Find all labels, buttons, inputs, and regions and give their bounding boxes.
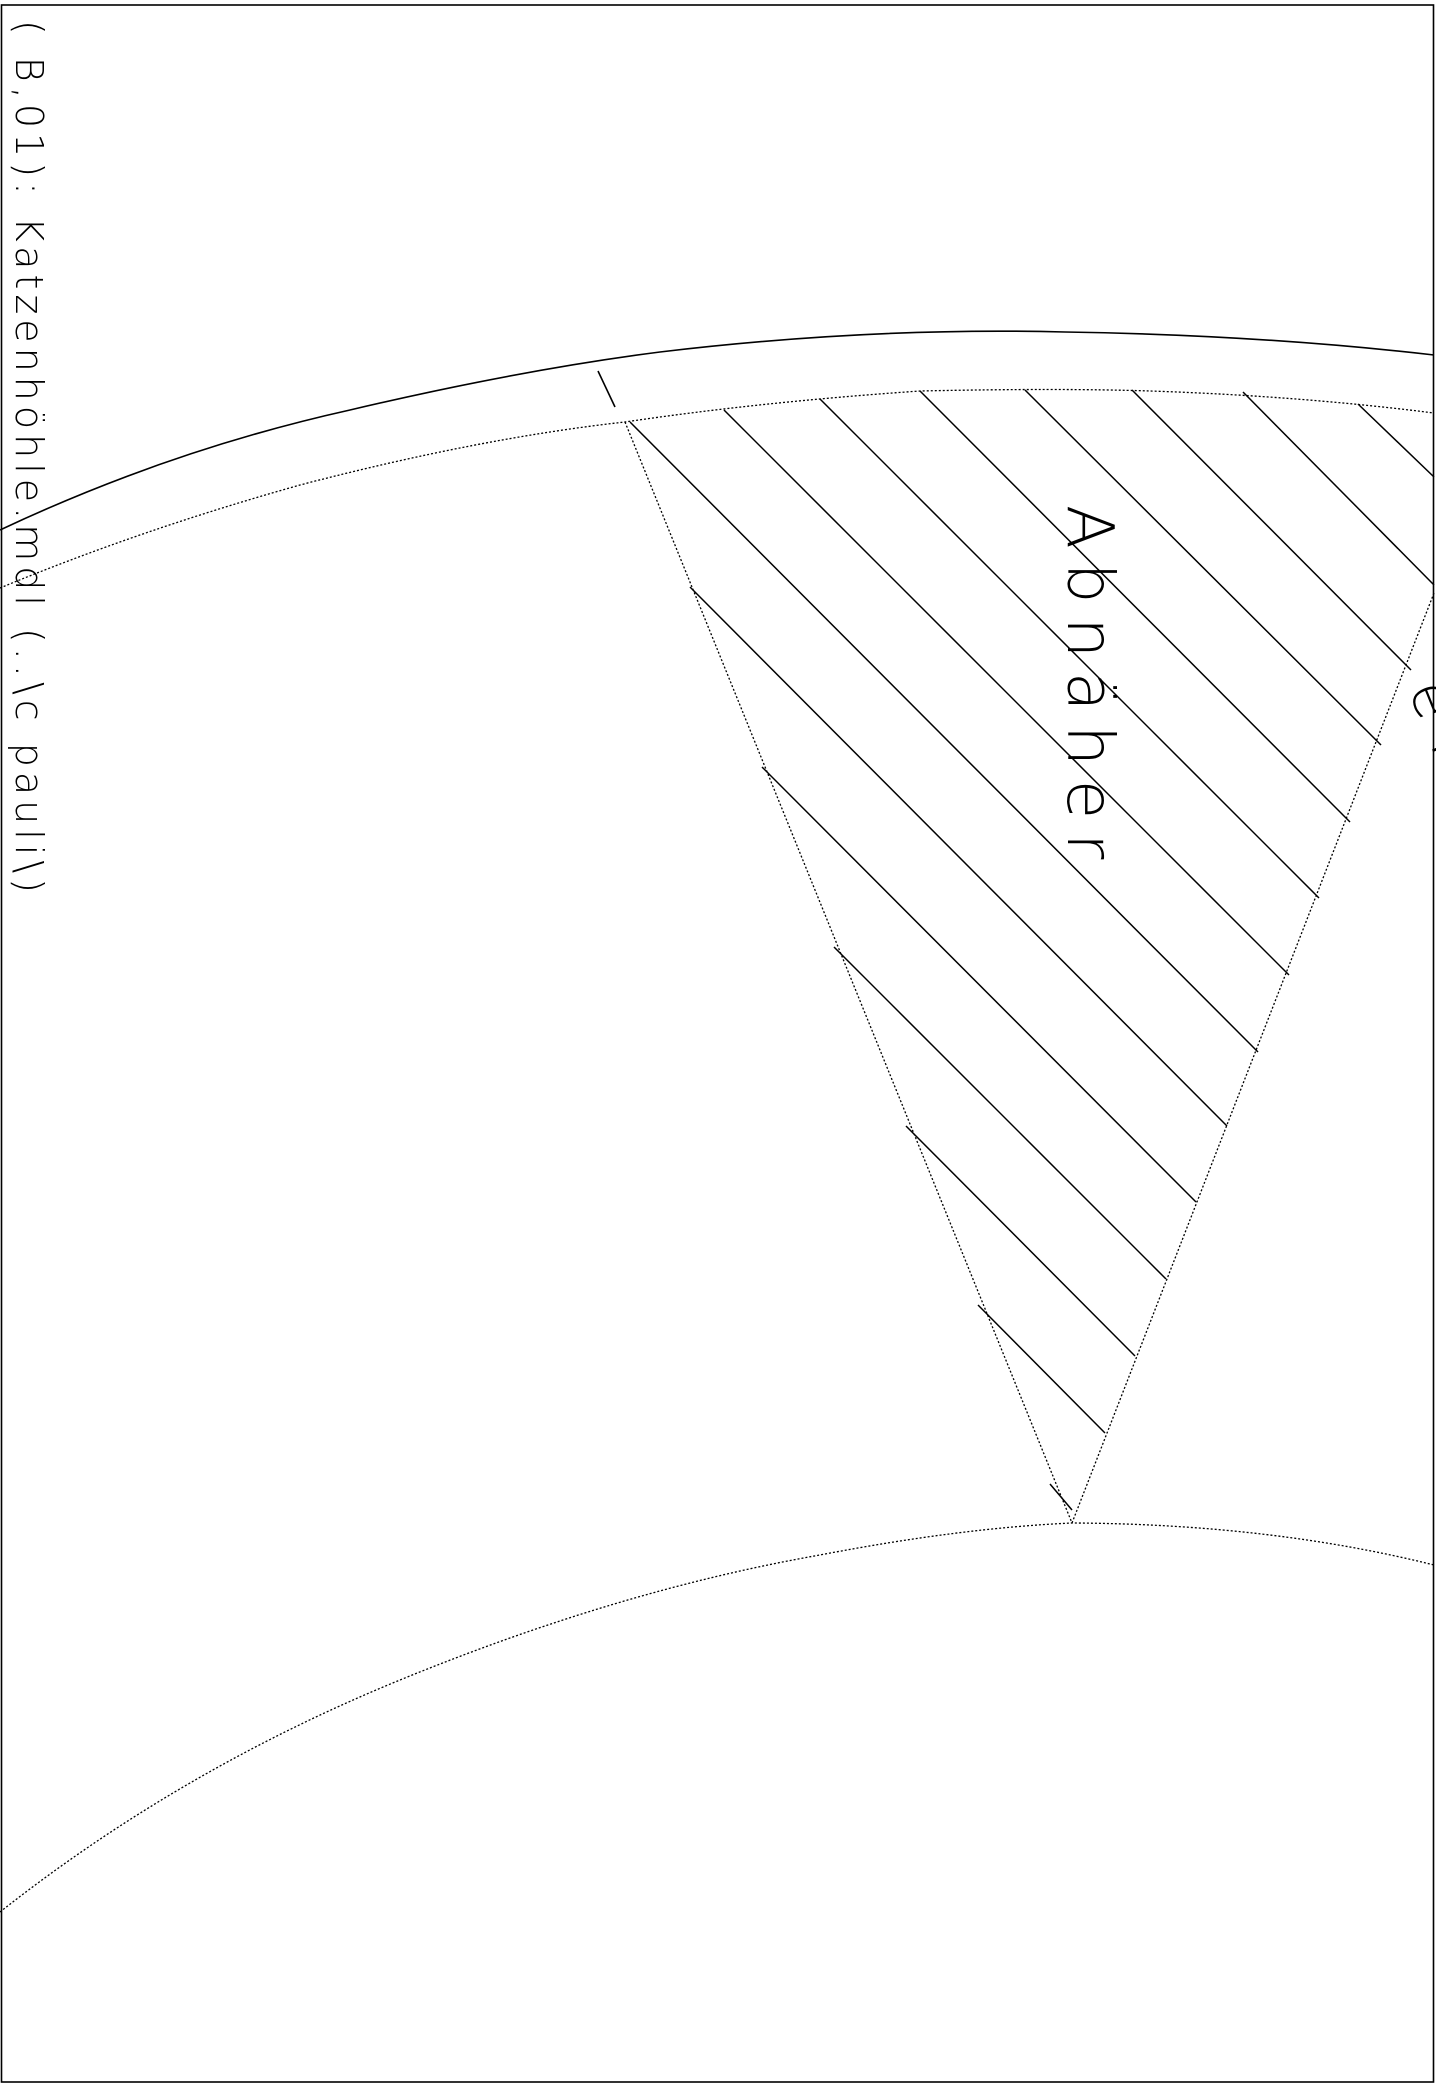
lower-seam-line (0, 1522, 1435, 1913)
dart-hatching (629, 389, 1435, 1511)
page-border (0, 4, 1435, 2083)
hatch-line (629, 421, 1259, 1053)
hatch-line (819, 398, 1320, 899)
hatch-line (1131, 389, 1412, 671)
dart-left-edge (624, 421, 1073, 1524)
hatch-line (905, 1125, 1136, 1357)
dart-label: Abnäher (1052, 505, 1126, 873)
hatch-line (1049, 1483, 1073, 1511)
hatch-line (723, 409, 1290, 976)
hatch-line (977, 1304, 1106, 1434)
hatch-line (1242, 391, 1435, 586)
inner-seam-line (0, 388, 1435, 589)
notch-mark (597, 370, 616, 408)
hatch-line (761, 766, 1197, 1203)
fold-label: einlegen (1395, 670, 1436, 1088)
hatch-line (689, 586, 1228, 1127)
hatch-line (1024, 389, 1382, 746)
hatch-line (919, 390, 1351, 823)
hatch-line (1357, 403, 1435, 478)
hatch-line (833, 946, 1167, 1280)
outer-cut-line (0, 330, 1435, 531)
sheet-header-text: ( B,01): Katzenhöhle.mdl (..\c pauli\) (7, 20, 51, 898)
